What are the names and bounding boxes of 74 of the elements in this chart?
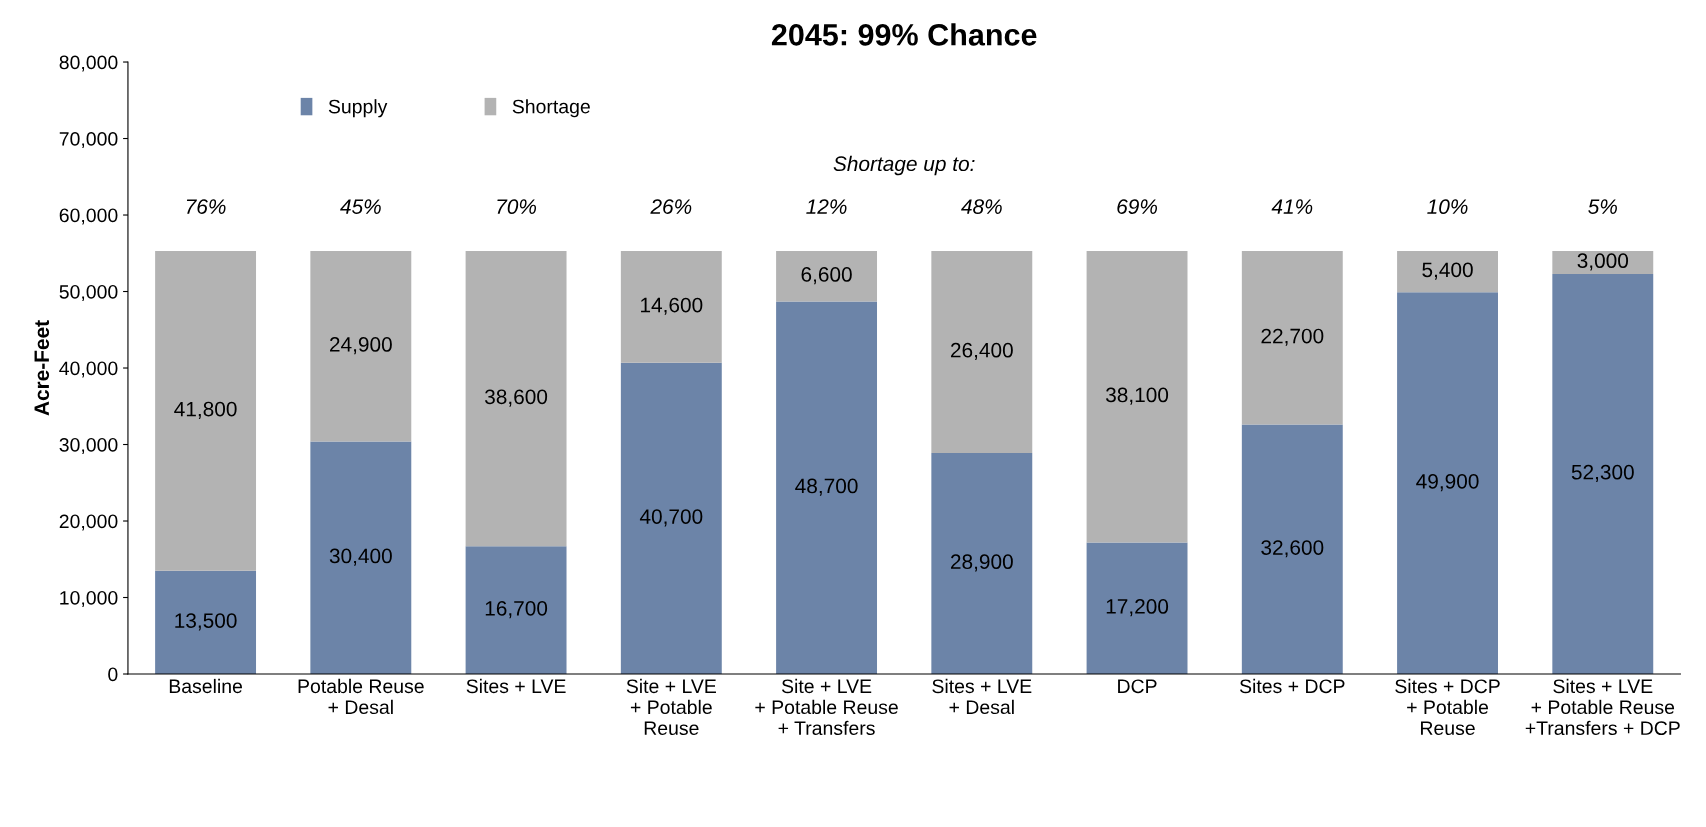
annotation: 48% [961,199,1002,214]
data-label: 48,700 [795,478,858,496]
annotation: 10% [1427,199,1468,214]
bar [776,301,878,674]
x-tick-label: Baseline [169,678,242,694]
bar [931,452,1033,674]
x-tick-label: Sites + LVE [466,678,566,694]
data-label: 14,600 [641,297,703,315]
data-label: 16,700 [485,600,548,619]
legend-label: Shortage [512,99,590,118]
bar [155,250,257,571]
y-tick-label: 80,000 [59,55,118,72]
bar [1241,424,1343,674]
y-tick-label: 20,000 [59,514,118,531]
data-label: 13,500 [175,613,237,631]
bar [1397,292,1498,674]
x-tick-label: DCP [1118,679,1157,694]
data-label: 6,600 [801,267,852,285]
bar [776,250,878,302]
bar [1552,273,1654,674]
bar [310,441,412,674]
data-label: 49,900 [1416,473,1479,492]
annotation: Shortage up to: [833,155,975,176]
data-label: 5,400 [1422,262,1473,280]
data-label: 41,800 [174,401,237,419]
y-tick-label: 30,000 [59,437,118,455]
bar [1086,250,1188,543]
y-tick-label: 70,000 [59,131,118,149]
x-tick-label: Sites + LVE + Desal [932,678,1032,715]
annotation: 5% [1588,199,1617,214]
annotation: 45% [340,199,381,214]
bar [465,250,567,547]
y-axis-title: Acre-Feet [34,320,50,416]
bar [1241,250,1343,425]
x-tick-label: Sites + DCP [1239,678,1345,694]
data-label: 22,700 [1261,328,1324,346]
y-tick-label: 10,000 [60,590,118,608]
data-label: 24,900 [330,337,392,355]
bar [1552,250,1654,274]
data-label: 38,600 [485,389,548,407]
bar [931,250,1033,453]
annotation: 69% [1117,199,1157,214]
x-tick-label: Sites + DCP + Potable Reuse [1395,678,1500,736]
y-tick-label: 40,000 [59,361,118,378]
bar [620,250,722,363]
annotation: 76% [186,199,226,214]
x-tick-label: Potable Reuse + Desal [298,678,424,715]
bar [1086,542,1188,674]
x-tick-label: Site + LVE + Potable Reuse + Transfers [755,678,898,736]
bar [155,570,257,674]
data-label: 38,100 [1105,387,1169,405]
chart-title: 2045: 99% Chance [771,23,1037,46]
bar [1397,250,1498,293]
annotation: 70% [497,199,537,214]
bar [620,362,722,674]
annotation: 41% [1271,199,1313,214]
legend-label: Supply [328,99,388,118]
data-label: 40,700 [639,509,703,527]
data-label: 3,000 [1577,253,1629,271]
data-label: 26,400 [950,342,1013,360]
annotation: 26% [650,199,692,214]
bar [465,546,567,674]
data-label: 30,400 [329,548,392,566]
data-label: 28,900 [950,554,1013,572]
data-label: 52,300 [1571,464,1634,483]
annotation: 12% [806,199,847,214]
data-label: 17,200 [1106,599,1169,617]
y-tick-label: 60,000 [59,208,118,225]
y-tick-label: 0 [108,667,118,682]
x-tick-label: Sites + LVE + Potable Reuse +Transfers + DCP [1525,678,1680,736]
bar [310,250,412,442]
x-tick-label: Site + LVE + Potable Reuse [626,678,716,736]
y-tick-label: 50,000 [59,284,118,302]
data-label: 32,600 [1261,540,1324,558]
